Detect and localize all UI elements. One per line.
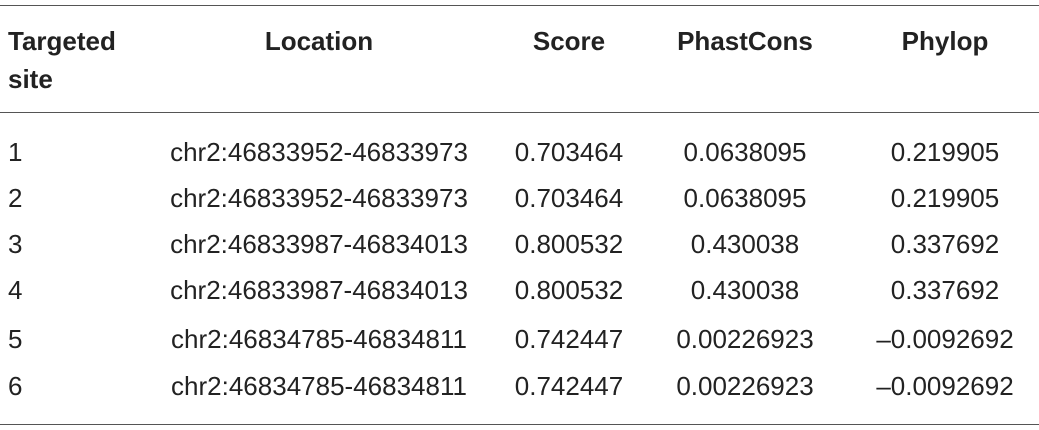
table-cell: 0.742447 — [514, 324, 624, 354]
table-cell: 0.00226923 — [676, 324, 814, 354]
table-cell: chr2:46833952-46833973 — [170, 137, 468, 167]
table-cell: –0.0092692 — [876, 324, 1014, 354]
table-cell: 0.219905 — [890, 183, 1000, 213]
table-cell: chr2:46834785-46834811 — [171, 371, 467, 401]
table-cell: chr2:46834785-46834811 — [171, 324, 467, 354]
header-cell: PhastCons — [677, 26, 813, 56]
table-cell: 3 — [8, 229, 23, 259]
header-cell: Score — [532, 26, 606, 56]
table-cell: chr2:46833987-46834013 — [170, 229, 468, 259]
table-cell: chr2:46833952-46833973 — [170, 183, 468, 213]
table-cell: 0.430038 — [690, 275, 800, 305]
table-cell: 0.219905 — [890, 137, 1000, 167]
table-cell: 0.800532 — [514, 229, 624, 259]
table-cell: 0.337692 — [890, 229, 1000, 259]
header-cell: Location — [264, 26, 374, 56]
table-cell: 2 — [8, 183, 23, 213]
table-cell: 0.00226923 — [676, 371, 814, 401]
bottom-rule — [0, 424, 1039, 425]
table-cell: 5 — [8, 324, 23, 354]
table-cell: –0.0092692 — [876, 371, 1014, 401]
header-rule — [0, 112, 1039, 113]
table-cell: chr2:46833987-46834013 — [170, 275, 468, 305]
table-cell: 4 — [8, 275, 23, 305]
table-cell: 0.800532 — [514, 275, 624, 305]
table-cell: 1 — [8, 137, 23, 167]
table-cell: 0.0638095 — [683, 137, 807, 167]
table-cell: 6 — [8, 371, 23, 401]
table-cell: 0.0638095 — [683, 183, 807, 213]
table-cell: 0.703464 — [514, 183, 624, 213]
table-cell: 0.430038 — [690, 229, 800, 259]
header-cell: Phylop — [901, 26, 989, 56]
table-cell: 0.703464 — [514, 137, 624, 167]
table-cell: 0.742447 — [514, 371, 624, 401]
header-cell: Targeted site — [8, 26, 116, 94]
top-rule — [0, 5, 1039, 6]
table-cell: 0.337692 — [890, 275, 1000, 305]
